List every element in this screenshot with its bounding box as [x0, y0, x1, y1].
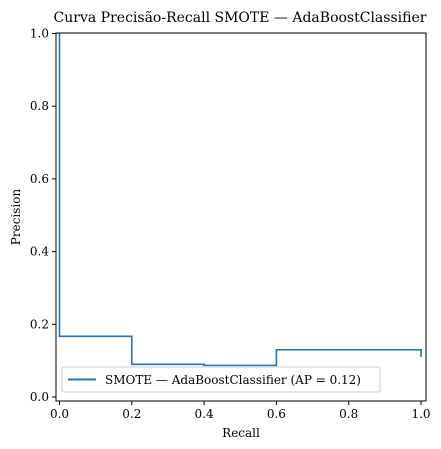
y-tick-label: 0.8 — [30, 99, 49, 113]
y-tick-label: 0.2 — [30, 317, 49, 331]
x-tick-label: 0.4 — [195, 407, 214, 421]
plot-area — [56, 33, 426, 401]
series-line — [60, 34, 422, 366]
chart-title: Curva Precisão-Recall SMOTE — AdaBoostCl… — [54, 10, 427, 26]
x-tick-label: 0.8 — [339, 407, 358, 421]
legend: SMOTE — AdaBoostClassifier (AP = 0.12) — [62, 367, 380, 392]
y-axis-title: Precision — [9, 189, 23, 246]
x-tick-label: 1.0 — [411, 407, 430, 421]
y-tick-label: 1.0 — [30, 27, 49, 41]
x-tick-label: 0.6 — [267, 407, 286, 421]
y-tick-label: 0.6 — [30, 172, 49, 186]
series-layer — [60, 34, 422, 366]
y-tick-label: 0.0 — [30, 390, 49, 404]
plot-frame — [56, 33, 426, 401]
y-tick-label: 0.4 — [30, 245, 49, 259]
x-tick-label: 0.2 — [122, 407, 141, 421]
y-axis: 0.0 0.2 0.4 0.6 0.8 1.0 — [30, 27, 56, 405]
x-axis: 0.0 0.2 0.4 0.6 0.8 1.0 — [50, 401, 431, 421]
x-tick-label: 0.0 — [50, 407, 69, 421]
legend-label: SMOTE — AdaBoostClassifier (AP = 0.12) — [105, 373, 361, 387]
x-axis-title: Recall — [222, 426, 260, 440]
